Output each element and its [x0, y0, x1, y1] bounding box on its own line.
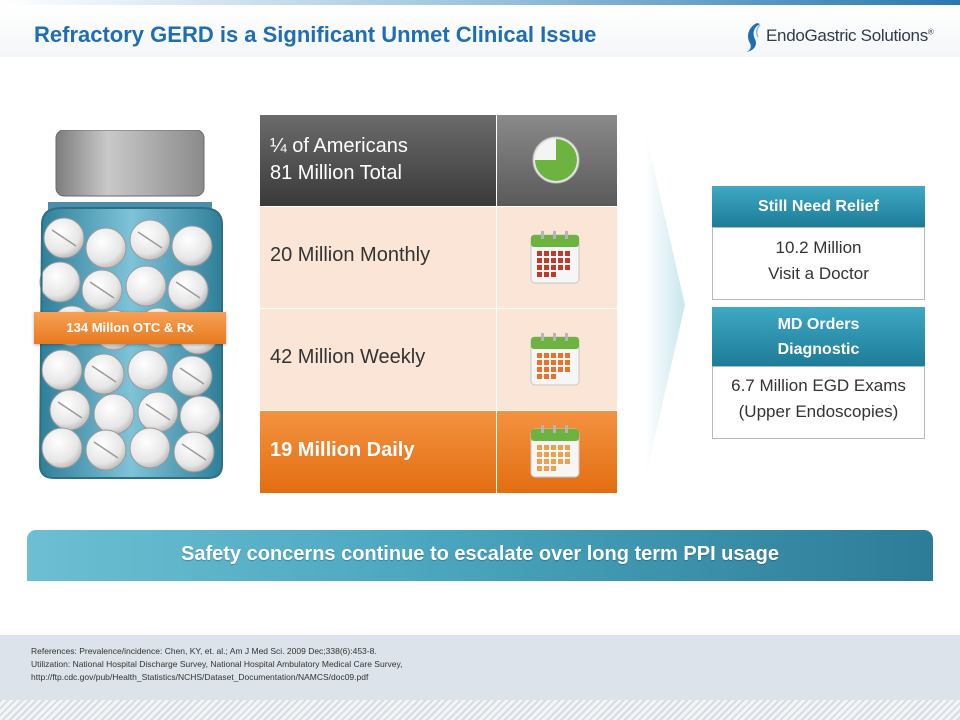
row-daily-label-cell: 19 Million Daily — [260, 411, 496, 493]
bottle-label: 134 Millon OTC & Rx — [34, 312, 226, 344]
footer-hatch-strip — [0, 700, 960, 720]
row-weekly-icon-cell — [497, 309, 617, 410]
statistics-table: ¼ of Americans 81 Million Total 20 Milli… — [260, 115, 617, 493]
slide-title: Refractory GERD is a Significant Unmet C… — [34, 22, 597, 47]
logo-swoosh-icon — [746, 23, 761, 52]
row-total-label-cell: ¼ of Americans 81 Million Total — [260, 115, 496, 206]
row-daily-text: 19 Million Daily — [270, 439, 415, 461]
slide-header: Refractory GERD is a Significant Unmet C… — [0, 5, 960, 57]
md-orders-header-line1: MD Orders — [777, 316, 860, 333]
row-monthly-label-cell: 20 Million Monthly — [260, 207, 496, 308]
chevron-right-arrow-icon — [645, 130, 685, 480]
md-orders-line1: 6.7 Million EGD Exams — [731, 376, 906, 395]
still-need-relief-line1: 10.2 Million — [775, 238, 862, 257]
reference-line-3: http://ftp.cdc.gov/pub/Health_Statistics… — [31, 672, 369, 682]
calendar-icon — [530, 333, 580, 386]
top-accent-bar — [0, 0, 960, 5]
md-orders-box: 6.7 Million EGD Exams (Upper Endoscopies… — [712, 366, 925, 439]
row-total-line2: 81 Million Total — [270, 162, 402, 184]
company-logo: EndoGastric Solutions® — [742, 19, 954, 55]
row-total-icon-cell — [497, 115, 617, 206]
still-need-relief-line2: Visit a Doctor — [768, 264, 869, 283]
calendar-icon — [530, 425, 580, 478]
references-footer: References: Prevalence/incidence: Chen, … — [0, 635, 960, 700]
still-need-relief-header: Still Need Relief — [712, 186, 925, 227]
row-weekly-text: 42 Million Weekly — [270, 346, 426, 368]
reference-line-2: Utilization: National Hospital Discharge… — [31, 659, 403, 669]
md-orders-header-line2: Diagnostic — [777, 341, 860, 358]
still-need-relief-box: 10.2 Million Visit a Doctor — [712, 227, 925, 300]
md-orders-line2: (Upper Endoscopies) — [738, 402, 899, 421]
safety-banner-text: Safety concerns continue to escalate ove… — [181, 543, 779, 565]
reference-line-1: References: Prevalence/incidence: Chen, … — [31, 646, 377, 656]
pill-bottle-illustration — [38, 130, 223, 479]
safety-banner: Safety concerns continue to escalate ove… — [27, 530, 933, 581]
row-total-text: ¼ of Americans 81 Million Total — [270, 133, 408, 187]
md-orders-header: MD Orders Diagnostic — [712, 307, 925, 366]
row-monthly-text: 20 Million Monthly — [270, 244, 431, 266]
calendar-icon — [530, 231, 580, 284]
logo-name: EndoGastric Solutions — [766, 26, 928, 45]
row-daily-icon-cell — [497, 411, 617, 493]
row-monthly-icon-cell — [497, 207, 617, 308]
pie-chart-icon — [532, 136, 580, 184]
registered-mark: ® — [927, 27, 934, 37]
logo-text: EndoGastric Solutions® — [766, 26, 934, 46]
row-total-line1: ¼ of Americans — [270, 135, 408, 157]
row-weekly-label-cell: 42 Million Weekly — [260, 309, 496, 410]
